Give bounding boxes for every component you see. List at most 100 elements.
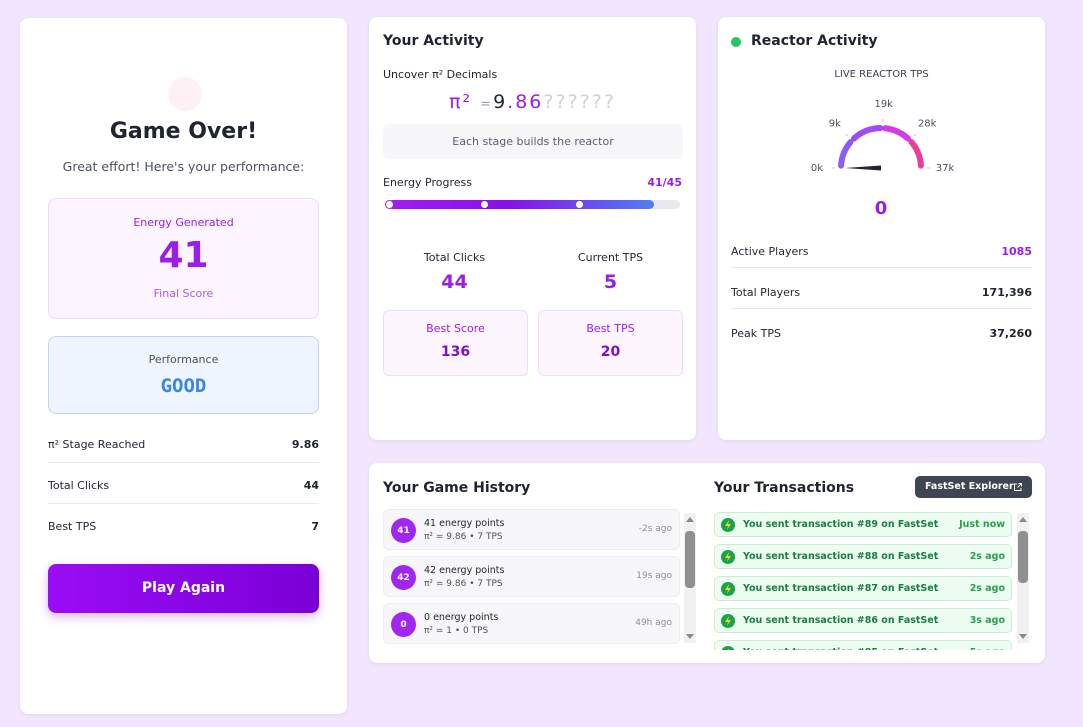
transactions-title: Your Transactions <box>714 480 855 496</box>
stat-label: Best TPS <box>48 520 97 533</box>
tx-text: You sent transaction #89 on FastSet <box>743 519 939 530</box>
tx-icon <box>721 518 735 532</box>
hint: Each stage builds the reactor <box>383 124 683 159</box>
reactor-card: Reactor Activity LIVE REACTOR TPS 0k 9k 19… <box>718 17 1045 440</box>
gauge-tick-label: 9k <box>829 119 841 130</box>
tx-icon <box>721 646 735 650</box>
item-title: 42 energy points <box>424 565 505 576</box>
pi-hidden: ?????? <box>543 91 616 113</box>
best-value: 136 <box>440 344 471 360</box>
best-label: Best Score <box>426 322 485 335</box>
card-title: Your Activity <box>383 33 484 49</box>
stat-label: Current TPS <box>577 251 644 264</box>
gauge: 0k 9k 19k 28k 37k 0 <box>811 99 955 219</box>
item-title: 41 energy points <box>424 518 505 529</box>
item-detail: π² = 9.86 • 7 TPS <box>424 532 503 542</box>
history-item: 41 41 energy points π² = 9.86 • 7 TPS -2s a… <box>383 509 680 550</box>
tx-text: You sent transaction #87 on FastSet <box>743 583 939 594</box>
item-time: 49h ago <box>635 618 672 628</box>
best-value: 20 <box>600 344 621 360</box>
tx-item: You sent transaction #85 on FastSet 5s ag… <box>714 640 1012 650</box>
energy-label: Energy Generated <box>133 216 234 229</box>
tx-item: You sent transaction #89 on FastSet Just … <box>714 512 1012 537</box>
checkpoint <box>385 200 394 209</box>
icon-bolt <box>725 616 731 626</box>
history-title: Your Game History <box>383 480 531 496</box>
explorer-button[interactable]: FastSet Explorer <box>915 476 1032 498</box>
activity-card: Your Activity Uncover π² Decimals π² =9.… <box>369 17 696 440</box>
gauge-tick <box>845 133 849 137</box>
gauge-value: 0 <box>875 198 888 219</box>
icon <box>168 77 202 111</box>
progress-text: 41/45 <box>647 176 682 189</box>
scroll-thumb[interactable] <box>1018 531 1028 583</box>
play-again-button[interactable]: Play Again <box>48 564 319 613</box>
game-over-card: Game Over! Great effort! Here's your per… <box>20 18 347 714</box>
pi-equals: = <box>480 97 494 112</box>
scrollbar[interactable] <box>684 513 696 643</box>
progress-track <box>385 200 680 209</box>
pi-label: Uncover π² Decimals <box>383 68 498 81</box>
icon-bolt <box>725 584 731 594</box>
checkpoint <box>481 201 488 208</box>
stat-value: 44 <box>441 271 468 293</box>
gauge-tick-label: 0k <box>811 163 823 174</box>
progress-fill <box>388 200 655 209</box>
stat-row: Total Clicks 44 <box>48 479 319 492</box>
badge: 41 <box>391 518 416 543</box>
item-detail: π² = 9.86 • 7 TPS <box>424 579 503 589</box>
gauge-tick <box>913 133 917 137</box>
scroll-thumb[interactable] <box>685 531 695 588</box>
icon-bg <box>721 646 735 650</box>
performance-box: Performance GOOD <box>48 336 319 414</box>
best-label: Best TPS <box>586 322 635 335</box>
scrollbar[interactable] <box>1017 513 1029 643</box>
pi-display: π² =9.86?????? <box>369 91 696 113</box>
badge: 42 <box>391 565 416 590</box>
icon-bolt <box>725 520 731 530</box>
stat-value: 9.86 <box>291 438 319 451</box>
divider <box>48 462 319 463</box>
subtitle: Great effort! Here's your performance: <box>62 159 305 174</box>
explorer-label: FastSet Explorer <box>925 481 1014 492</box>
stat-row: Total Players 171,396 <box>731 286 1032 299</box>
item-time: -2s ago <box>638 524 672 534</box>
best-box: Best TPS 20 <box>538 310 683 376</box>
tx-list: You sent transaction #89 on FastSet Just … <box>714 509 1014 650</box>
stat-label: Peak TPS <box>731 327 781 340</box>
tx-text: You sent transaction #86 on FastSet <box>743 615 939 626</box>
external-icon <box>1014 483 1022 491</box>
gauge-segment <box>882 125 912 142</box>
stat-row: π² Stage Reached 9.86 <box>48 438 319 451</box>
gauge-tick-label: 28k <box>918 119 937 130</box>
stat-label: Active Players <box>731 245 809 258</box>
icon-bolt <box>725 552 731 562</box>
history-item: 42 42 energy points π² = 9.86 • 7 TPS 19s a… <box>383 556 680 597</box>
item-time: 19s ago <box>636 571 672 581</box>
tx-time: 2s ago <box>969 583 1005 594</box>
gauge-tick-label: 37k <box>936 163 955 174</box>
performance-value: GOOD <box>160 375 207 397</box>
item-title: 0 energy points <box>424 612 499 623</box>
divider <box>731 308 1032 309</box>
tx-time: 5s ago <box>970 647 1005 650</box>
pi-symbol: π² <box>449 91 473 113</box>
stat-row: Active Players 1085 <box>731 245 1032 258</box>
tx-icon <box>721 614 735 628</box>
card-title: Reactor Activity <box>751 33 878 49</box>
tx-icon <box>721 550 735 564</box>
tx-time: 2s ago <box>969 551 1005 562</box>
divider <box>731 267 1032 268</box>
badge: 0 <box>391 612 416 637</box>
stat-value: 7 <box>311 520 319 533</box>
tx-time: Just now <box>959 519 1005 530</box>
stat-value: 44 <box>303 479 319 492</box>
gauge-label: LIVE REACTOR TPS <box>834 69 929 80</box>
pi-dot: . <box>507 91 516 113</box>
best-box: Best Score 136 <box>383 310 528 376</box>
gauge-segment <box>850 125 884 142</box>
performance-label: Performance <box>148 353 219 366</box>
stat-row: Best TPS 7 <box>48 520 319 533</box>
gauge-tick-label: 19k <box>874 99 893 110</box>
